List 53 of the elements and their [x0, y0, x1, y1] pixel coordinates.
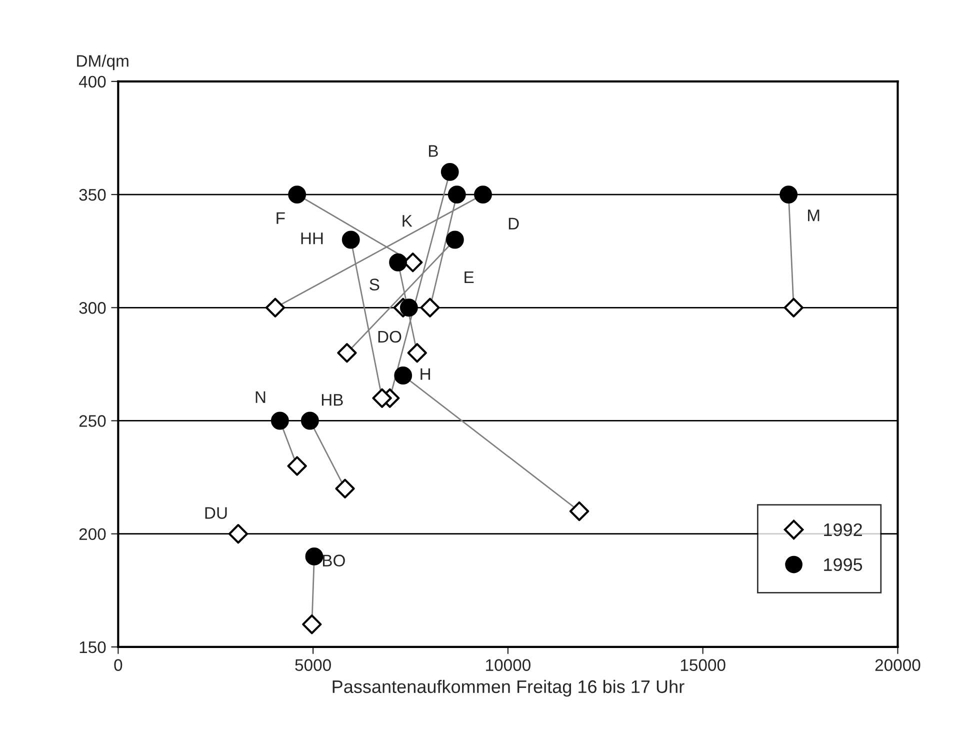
- annotation: B: [429, 145, 438, 157]
- point: [400, 298, 418, 317]
- point: [372, 388, 392, 408]
- point: [389, 253, 407, 272]
- annotation: F: [276, 212, 285, 224]
- point: [780, 186, 798, 204]
- annotation: HB: [322, 394, 343, 406]
- point: [342, 230, 360, 249]
- y-tick-label: 250: [79, 415, 106, 427]
- point: [569, 501, 590, 522]
- annotation: H: [420, 368, 430, 380]
- point: [448, 186, 466, 204]
- x-tick-label: 5000: [295, 659, 331, 671]
- legend-label: 1992: [824, 523, 862, 536]
- point: [228, 524, 248, 544]
- annotation: DU: [205, 507, 227, 519]
- point: [784, 298, 804, 318]
- y-tick-label: 400: [78, 76, 106, 88]
- point: [302, 614, 322, 634]
- y-tick-label: 150: [80, 641, 106, 654]
- annotation: K: [402, 215, 412, 227]
- point: [440, 162, 459, 181]
- x-axis-title: Passantenaufkommen Freitag 16 bis 17 Uhr: [332, 680, 684, 697]
- point: [287, 456, 307, 476]
- x-tick-label: 20000: [875, 659, 920, 671]
- y-tick-label: 300: [79, 302, 106, 314]
- annotation: S: [370, 278, 380, 290]
- point: [446, 230, 464, 249]
- point: [288, 186, 306, 204]
- point: [474, 186, 492, 204]
- x-tick-label: 0: [114, 659, 122, 671]
- x-tick-label: 15000: [680, 659, 726, 671]
- point: [300, 412, 319, 430]
- annotation: M: [808, 210, 820, 222]
- annotation: BO: [323, 554, 345, 566]
- legend-label: 1995: [824, 558, 862, 572]
- annotation: DO: [378, 330, 402, 343]
- point: [335, 478, 355, 498]
- annotation: N: [256, 391, 266, 403]
- point: [305, 547, 324, 566]
- annotation: E: [464, 272, 474, 283]
- x-tick-label: 10000: [486, 659, 530, 671]
- annotation: HH: [301, 232, 323, 244]
- y-tick-label: 200: [79, 528, 106, 540]
- annotation: D: [508, 218, 519, 230]
- point: [337, 343, 357, 363]
- point: [265, 298, 286, 318]
- point: [420, 298, 440, 318]
- y-tick-label: 350: [79, 188, 106, 201]
- point: [394, 366, 412, 384]
- point: [270, 412, 289, 430]
- point: [407, 343, 427, 363]
- y-axis-title: DM/qm: [77, 54, 128, 70]
